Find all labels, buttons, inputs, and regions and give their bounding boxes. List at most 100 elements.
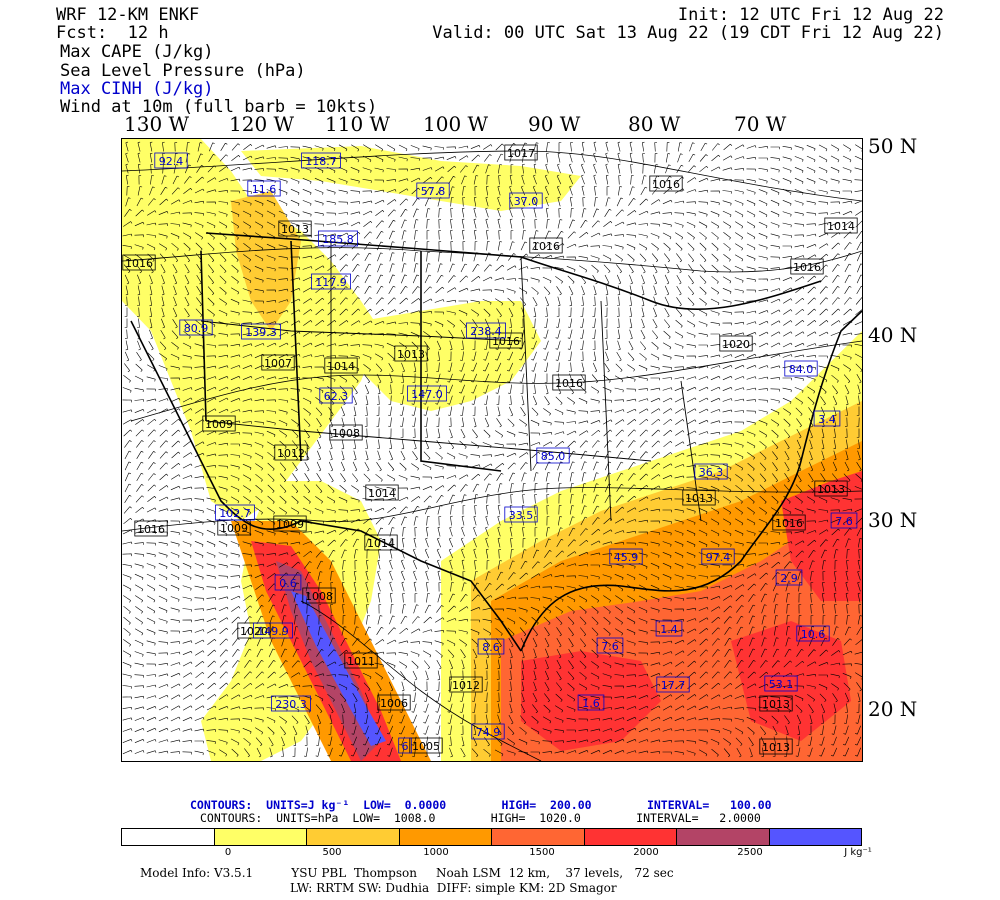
lon-label: 90 W (528, 112, 581, 136)
init-time: Init: 12 UTC Fri 12 Aug 22 (677, 5, 944, 25)
field-wind: Wind at 10m (full barb = 10kts) (60, 97, 378, 117)
svg-text:3.4: 3.4 (818, 413, 836, 426)
cinh-label: 118.7 (301, 152, 341, 169)
cinh-label: 147.0 (407, 385, 447, 402)
cinh-label: 10.6 (796, 625, 830, 642)
colorbar-tick: 500 (322, 847, 342, 858)
svg-text:139.3: 139.3 (245, 326, 277, 339)
cinh-label: 17.7 (656, 676, 690, 693)
contour-info-slp: CONTOURS: UNITS=hPa LOW= 1008.0 HIGH= 10… (200, 811, 761, 825)
field-cape: Max CAPE (J/kg) (60, 42, 214, 62)
svg-text:147.0: 147.0 (411, 388, 443, 401)
cinh-label: 0.6 (274, 574, 302, 591)
cinh-label: 36.3 (694, 463, 728, 480)
svg-text:1014: 1014 (827, 220, 855, 233)
colorbar-maroon (677, 829, 770, 845)
model-info: Model Info: V3.5.1 YSU PBL Thompson Noah… (140, 866, 674, 880)
pressure-label: 1016 (790, 258, 824, 275)
svg-text:1014: 1014 (367, 537, 395, 550)
contour-info-cape: CONTOURS: UNITS=J kg⁻¹ LOW= 0.0000 HIGH=… (190, 798, 772, 812)
colorbar-tick: 2000 (633, 847, 659, 858)
cape-region-west-orange (231, 191, 301, 331)
cinh-label: 74.9 (471, 723, 505, 740)
svg-text:74.9: 74.9 (476, 726, 501, 739)
pressure-label: 1016 (552, 374, 586, 391)
cinh-label: 11.6 (247, 180, 281, 197)
pressure-label: 1014 (364, 534, 398, 551)
pressure-label: 1009 (217, 519, 251, 536)
pressure-label: 1014 (824, 217, 858, 234)
cinh-label: 230.3 (271, 695, 311, 712)
svg-text:118.7: 118.7 (305, 155, 337, 168)
svg-text:1017: 1017 (507, 147, 535, 160)
colorbar-tick: 2500 (737, 847, 763, 858)
colorbar-tick: 1000 (423, 847, 449, 858)
colorbar-dark-orange (492, 829, 585, 845)
svg-text:230.3: 230.3 (275, 698, 307, 711)
svg-text:1009: 1009 (205, 418, 233, 431)
svg-text:1020: 1020 (240, 625, 268, 638)
cape-region-mexico-blue (291, 591, 386, 746)
lat-label: 50 N (868, 134, 918, 158)
lat-label: 30 N (868, 508, 918, 532)
pressure-label: 1006 (377, 694, 411, 711)
svg-text:33.5: 33.5 (509, 509, 534, 522)
cinh-label: 80.9 (179, 319, 213, 336)
svg-text:1005: 1005 (412, 740, 440, 753)
cinh-label: 57.8 (416, 182, 450, 199)
cinh-label: 97.4 (701, 548, 735, 565)
svg-text:1009: 1009 (276, 518, 304, 531)
colorbar-units: J kg⁻¹ (844, 847, 872, 858)
svg-text:1007: 1007 (264, 357, 292, 370)
svg-text:1013: 1013 (762, 741, 790, 754)
cinh-label: 238.4 (466, 322, 506, 339)
svg-text:102.7: 102.7 (219, 507, 251, 520)
svg-text:117.9: 117.9 (315, 276, 347, 289)
svg-text:62.3: 62.3 (324, 390, 349, 403)
pressure-label: 1013 (814, 480, 848, 497)
pressure-label: 1017 (504, 144, 538, 161)
cinh-label: 8.6 (477, 638, 505, 655)
cinh-label: 33.5 (504, 506, 538, 523)
pressure-label: 1008 (329, 424, 363, 441)
pressure-label: 1014 (324, 357, 358, 374)
wind-barb-field (122, 141, 862, 758)
cinh-label: 139.3 (241, 323, 281, 340)
lon-label: 110 W (325, 112, 391, 136)
cinh-label: 185.8 (318, 230, 358, 247)
pressure-label: 1007 (261, 354, 295, 371)
pressure-label: 1013 (394, 345, 428, 362)
weather-map: 1017 1016 1016 1013 1014 1016 1016 1016 1020 1007… (121, 138, 863, 762)
cinh-label: 1.6 (577, 694, 605, 711)
svg-text:6: 6 (402, 740, 409, 753)
cape-region-nw (122, 139, 381, 521)
pressure-label: 1013 (759, 695, 793, 712)
cape-shading (122, 139, 862, 761)
svg-text:2.9: 2.9 (780, 572, 798, 585)
svg-text:45.9: 45.9 (614, 551, 639, 564)
cinh-label: 92.4 (154, 152, 188, 169)
svg-text:1016: 1016 (793, 261, 821, 274)
svg-text:1016: 1016 (125, 257, 153, 270)
pressure-label: 1014 (365, 484, 399, 501)
pressure-label: 1016 (122, 254, 156, 271)
svg-text:1016: 1016 (652, 178, 680, 191)
svg-text:1008: 1008 (332, 427, 360, 440)
lon-label: 80 W (628, 112, 681, 136)
svg-text:1.6: 1.6 (582, 697, 600, 710)
cape-region-north (241, 146, 581, 211)
svg-text:1020: 1020 (722, 338, 750, 351)
svg-text:1006: 1006 (380, 697, 408, 710)
svg-text:92.4: 92.4 (159, 155, 184, 168)
svg-text:1013: 1013 (397, 348, 425, 361)
svg-text:1011: 1011 (347, 655, 375, 668)
svg-text:1013: 1013 (281, 223, 309, 236)
colorbar-blue (769, 829, 861, 845)
pressure-label: 1011 (344, 652, 378, 669)
lon-label: 100 W (423, 112, 489, 136)
svg-text:7.6: 7.6 (601, 640, 619, 653)
svg-text:0.6: 0.6 (279, 577, 297, 590)
cinh-label: 3.4 (813, 410, 841, 427)
lon-label: 70 W (734, 112, 787, 136)
pressure-label: 1005 (409, 737, 443, 754)
